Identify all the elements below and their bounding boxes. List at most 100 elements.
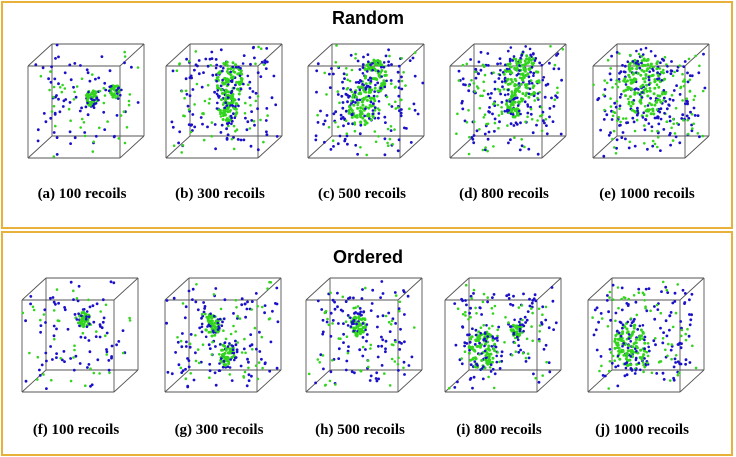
vacancy-point (193, 125, 197, 129)
vacancy-point (230, 379, 234, 382)
vacancy-point (609, 318, 612, 322)
vacancy-point (172, 296, 176, 300)
interstitial-point (549, 45, 552, 48)
vacancy-point (373, 106, 377, 110)
vacancy-cluster-point (516, 335, 519, 339)
interstitial-cluster-point (384, 70, 387, 74)
vacancy-point (329, 148, 333, 151)
vacancy-point (529, 70, 532, 74)
vacancy-cluster-point (218, 317, 222, 321)
interstitial-point (254, 364, 258, 367)
interstitial-point (390, 82, 393, 85)
interstitial-point (325, 93, 328, 96)
cube-wireframe (164, 277, 282, 393)
interstitial-cluster-point (633, 77, 636, 81)
vacancy-point (690, 74, 694, 78)
interstitial-cluster-point (636, 91, 640, 95)
interstitial-point (651, 139, 655, 143)
vacancy-point (201, 122, 204, 126)
interstitial-cluster-point (361, 103, 365, 107)
vacancy-point (68, 130, 72, 134)
interstitial-cluster-point (515, 62, 519, 66)
vacancy-point (703, 86, 707, 90)
vacancy-point (215, 73, 218, 77)
vacancy-point (51, 358, 54, 361)
interstitial-point (467, 84, 471, 88)
vacancy-cluster-point (608, 348, 612, 351)
vacancy-point (463, 119, 467, 123)
interstitial-cluster-point (629, 87, 633, 91)
interstitial-cluster-point (359, 115, 363, 119)
vacancy-point (184, 345, 188, 348)
vacancy-cluster-point (495, 360, 499, 364)
vacancy-cluster-point (637, 88, 640, 91)
vacancy-point (362, 310, 366, 313)
vacancy-cluster-point (509, 46, 513, 49)
interstitial-cluster-point (620, 350, 624, 354)
interstitial-point (616, 85, 620, 89)
interstitial-point (491, 312, 495, 315)
interstitial-point (598, 369, 601, 373)
vacancy-cluster-point (233, 356, 237, 360)
interstitial-cluster-point (476, 335, 480, 339)
interstitial-point (184, 377, 188, 380)
vacancy-point (548, 370, 552, 374)
interstitial-point (336, 125, 340, 129)
interstitial-point (474, 70, 477, 74)
caption-e: (e) 1000 recoils (599, 186, 695, 202)
vacancy-cluster-point (373, 90, 376, 93)
interstitial-point (389, 125, 393, 128)
vacancy-cluster-point (348, 94, 351, 98)
vacancy-point (384, 121, 387, 124)
vacancy-point (453, 386, 457, 389)
interstitial-point (413, 51, 417, 54)
vacancy-point (475, 129, 479, 133)
vacancy-point (548, 115, 551, 119)
vacancy-cluster-point (371, 62, 374, 65)
interstitial-point (541, 374, 544, 377)
interstitial-point (673, 70, 676, 74)
interstitial-cluster-point (626, 349, 630, 353)
vacancy-point (369, 309, 373, 312)
vacancy-point (112, 135, 116, 139)
interstitial-point (469, 315, 472, 319)
vacancy-cluster-point (619, 334, 623, 338)
vacancy-cluster-point (642, 111, 645, 114)
vacancy-point (498, 120, 501, 124)
interstitial-point (671, 325, 675, 329)
vacancy-point (136, 101, 140, 104)
vacancy-point (358, 68, 362, 71)
vacancy-point (403, 340, 406, 344)
vacancy-point (672, 376, 675, 380)
interstitial-point (500, 112, 504, 115)
vacancy-point (100, 55, 104, 58)
interstitial-point (618, 80, 621, 83)
vacancy-point (465, 303, 468, 307)
vacancy-point (341, 80, 344, 84)
vacancy-cluster-point (359, 79, 363, 83)
vacancy-point (44, 351, 48, 355)
vacancy-point (339, 113, 343, 117)
interstitial-point (627, 297, 630, 301)
interstitial-cluster-point (227, 105, 230, 109)
vacancy-cluster-point (349, 316, 352, 320)
vacancy-point (666, 291, 670, 294)
interstitial-cluster-point (634, 341, 638, 345)
interstitial-point (474, 306, 477, 310)
interstitial-cluster-point (361, 98, 365, 102)
interstitial-cluster-point (469, 337, 473, 341)
interstitial-point (194, 359, 198, 363)
interstitial-cluster-point (237, 92, 241, 96)
vacancy-point (605, 113, 609, 117)
interstitial-cluster-point (224, 113, 227, 117)
interstitial-point (250, 308, 253, 311)
interstitial-point (614, 82, 618, 86)
vacancy-point (683, 292, 687, 295)
interstitial-point (532, 61, 536, 65)
vacancy-point (676, 343, 680, 346)
vacancy-cluster-point (364, 88, 368, 91)
vacancy-point (208, 362, 212, 366)
interstitial-point (478, 106, 482, 110)
interstitial-cluster-point (643, 341, 647, 345)
interstitial-point (91, 73, 94, 76)
